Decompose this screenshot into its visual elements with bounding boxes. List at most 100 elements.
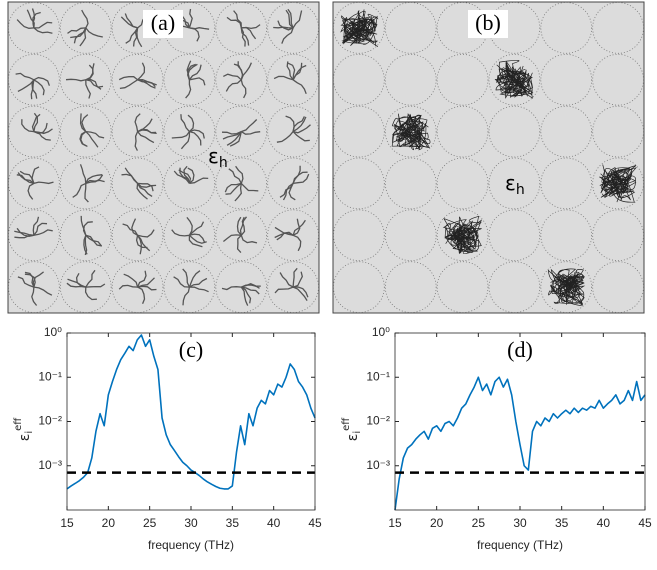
inclusion-cell: [111, 261, 164, 313]
fiber: [180, 114, 190, 133]
fiber: [85, 130, 105, 139]
fiber: [292, 131, 310, 142]
fiber: [292, 218, 301, 236]
fiber: [189, 286, 209, 293]
inclusion-cell: [215, 209, 268, 262]
fiber: [171, 229, 190, 237]
inclusion-cell: [215, 2, 268, 54]
fiber: [292, 124, 311, 134]
y-tick-label: 10⁻³: [38, 458, 62, 472]
chart-title: (d): [507, 337, 533, 362]
fiber: [14, 234, 34, 239]
host-symbol: ε: [505, 171, 516, 195]
fiber-ball: [553, 275, 585, 305]
fiber: [229, 131, 242, 147]
fiber: [14, 230, 34, 236]
inclusion-cell: [267, 261, 319, 313]
inclusion-cell: [8, 209, 60, 262]
y-label-sub: i: [352, 431, 363, 434]
x-tick-label: 20: [430, 516, 444, 530]
fiber: [222, 234, 242, 243]
inclusion-cell: [436, 53, 489, 106]
fiber: [293, 286, 309, 298]
fiber: [33, 128, 53, 135]
fiber: [188, 221, 205, 236]
x-tick-label: 25: [472, 516, 486, 530]
fiber: [32, 79, 38, 99]
fiber: [292, 116, 305, 132]
fiber: [84, 183, 89, 203]
fiber: [136, 27, 143, 48]
inclusion-cell: [488, 2, 541, 54]
fiber: [84, 235, 88, 256]
inclusion-cell: [215, 157, 268, 210]
fiber: [234, 183, 242, 202]
inclusion-cell: [384, 157, 437, 210]
host-symbol: ε: [208, 144, 219, 168]
y-tick-label: 10⁻¹: [38, 369, 62, 383]
inclusion-cell: [540, 261, 593, 313]
fiber: [187, 167, 195, 184]
fiber: [292, 64, 307, 81]
fiber: [137, 286, 146, 304]
fiber: [189, 277, 208, 288]
inclusion-cell: [540, 105, 593, 158]
inclusion-cell: [540, 209, 593, 262]
inclusion-cell: [59, 105, 112, 158]
fiber: [182, 286, 191, 306]
inclusion-cell: [59, 157, 112, 210]
fiber: [136, 183, 148, 200]
fiber: [241, 286, 260, 295]
host-subscript: h: [516, 182, 525, 198]
inclusion-cell: [163, 2, 216, 54]
fiber: [182, 268, 190, 288]
fiber: [17, 276, 35, 288]
fiber: [33, 21, 53, 29]
y-tick-label: 10⁻¹: [366, 369, 390, 383]
inclusion-cell: [592, 105, 644, 158]
y-tick-label: 10⁻³: [366, 458, 390, 472]
fiber-ball: [391, 116, 425, 144]
fiber: [292, 267, 298, 288]
fiber: [85, 234, 103, 247]
fiber: [240, 79, 247, 99]
fiber: [85, 79, 104, 88]
inclusion-cell: [8, 261, 60, 313]
fiber-ball: [392, 114, 420, 150]
x-tick-label: 35: [555, 516, 569, 530]
inclusion-cell: [540, 157, 593, 210]
x-tick-label: 45: [638, 516, 652, 530]
fiber: [292, 116, 307, 133]
fiber: [137, 270, 147, 288]
fiber: [31, 287, 38, 306]
chart: 15 20 25 30 35 40 45 10⁻³ 10⁻² 10⁻¹ 10⁰ (d) frequenc…: [341, 325, 652, 552]
fiber: [26, 9, 35, 28]
fiber: [277, 20, 294, 31]
fiber: [81, 114, 89, 132]
fiber: [240, 27, 250, 46]
inclusion-cell: [267, 2, 319, 54]
inclusion-cell: [215, 105, 268, 158]
fiber: [189, 130, 202, 146]
chart-title: (c): [179, 337, 203, 362]
fiber: [135, 235, 148, 249]
fiber: [33, 229, 53, 236]
panel: (a) εh: [7, 1, 320, 314]
fiber: [188, 64, 202, 81]
fiber: [84, 287, 97, 301]
fiber: [137, 182, 154, 192]
fiber: [118, 284, 138, 290]
inclusion-cell: [488, 209, 541, 262]
fiber: [189, 233, 206, 244]
fiber: [226, 16, 242, 29]
inclusion-cell: [59, 53, 112, 106]
fiber-ball: [504, 76, 533, 97]
fiber: [123, 273, 139, 288]
fiber-ball: [600, 169, 632, 193]
inclusion-cell: [384, 2, 437, 54]
y-label-symbol: ε: [17, 434, 33, 442]
fiber: [33, 286, 53, 296]
fiber-ball: [500, 66, 532, 94]
fiber: [292, 165, 301, 184]
fiber: [137, 118, 153, 133]
